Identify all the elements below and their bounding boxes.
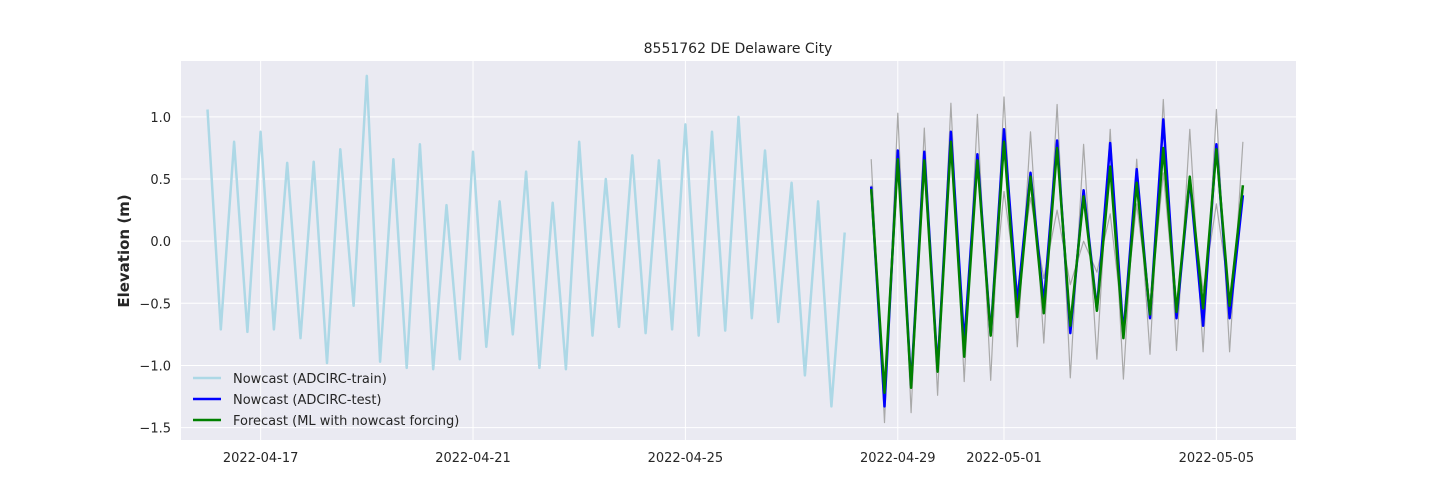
x-axis: 2022-04-17 2022-04-21 2022-04-25 2022-04-29…: [223, 451, 1254, 466]
legend-label: Forecast (ML with nowcast forcing): [233, 414, 459, 429]
series-line-0: [206, 74, 846, 408]
series-line-4: [869, 140, 1245, 395]
x-tick-label: 2022-04-21: [435, 451, 511, 466]
y-tick-label: −1.0: [139, 359, 171, 374]
x-tick-label: 2022-04-29: [860, 451, 936, 466]
y-tick-label: 1.0: [150, 111, 171, 126]
y-tick-label: 0.5: [150, 173, 171, 188]
x-tick-label: 2022-04-25: [648, 451, 724, 466]
x-tick-label: 2022-04-17: [223, 451, 299, 466]
x-tick-label: 2022-05-05: [1179, 451, 1255, 466]
legend-label: Nowcast (ADCIRC-train): [233, 372, 387, 387]
chart-title: 8551762 DE Delaware City: [644, 41, 833, 57]
y-tick-label: −0.5: [139, 297, 171, 312]
legend: Nowcast (ADCIRC-train) Nowcast (ADCIRC-te…: [193, 372, 459, 429]
y-tick-label: 0.0: [150, 235, 171, 250]
y-tick-label: −1.5: [139, 422, 171, 437]
series-group: [206, 74, 1245, 424]
x-tick-label: 2022-05-01: [966, 451, 1042, 466]
legend-label: Nowcast (ADCIRC-test): [233, 393, 382, 408]
y-axis: −1.5 −1.0 −0.5 0.0 0.5 1.0: [139, 111, 171, 437]
y-axis-label: Elevation (m): [115, 194, 133, 307]
